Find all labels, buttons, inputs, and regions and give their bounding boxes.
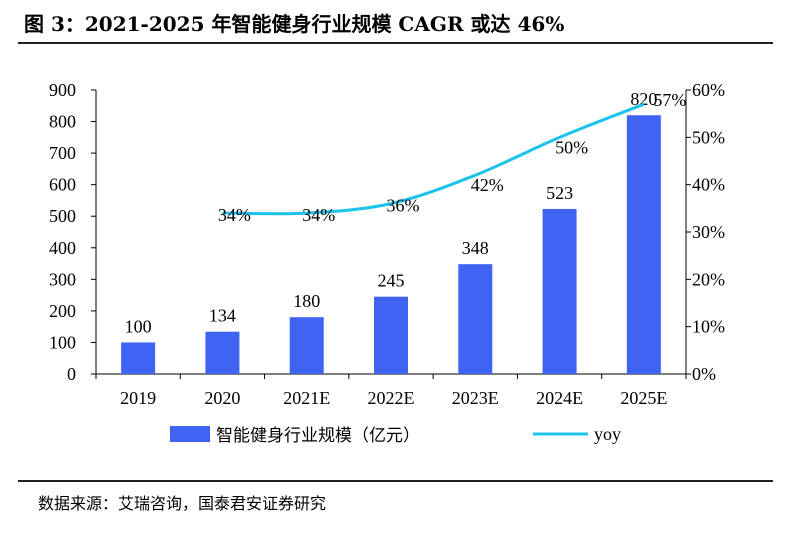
legend-line-label: yoy (594, 424, 621, 444)
left-axis-tick-label: 100 (49, 332, 76, 352)
source-rule (18, 480, 773, 482)
bar-value-label: 245 (378, 271, 405, 291)
x-axis-category-label: 2024E (536, 388, 583, 408)
right-axis-tick-label: 0% (692, 364, 716, 384)
bar-value-label: 523 (546, 183, 573, 203)
figure-title: 图 3：2021-2025 年智能健身行业规模 CAGR 或达 46% (24, 12, 565, 36)
yoy-value-label: 36% (387, 196, 420, 216)
x-axis-category-label: 2025E (620, 388, 667, 408)
right-axis-tick-label: 30% (692, 222, 725, 242)
left-axis-tick-label: 900 (49, 80, 76, 100)
bar (458, 264, 493, 374)
left-axis-tick-label: 200 (49, 301, 76, 321)
left-axis-tick-label: 700 (49, 143, 76, 163)
x-axis-category-label: 2019 (120, 388, 156, 408)
left-axis-tick-label: 400 (49, 238, 76, 258)
bar (626, 115, 661, 374)
right-axis-tick-label: 20% (692, 269, 725, 289)
legend-bar-swatch (170, 426, 210, 442)
legend-bar-label: 智能健身行业规模（亿元） (216, 426, 420, 446)
bar-value-label: 180 (293, 291, 320, 311)
right-axis-tick-label: 40% (692, 175, 725, 195)
right-axis-tick-label: 10% (692, 317, 725, 337)
yoy-line (222, 102, 645, 216)
bar-value-label: 100 (125, 316, 152, 336)
yoy-value-label: 34% (218, 205, 251, 225)
bar-value-label: 348 (462, 238, 489, 258)
source-note: 数据来源：艾瑞咨询，国泰君安证券研究 (38, 494, 327, 513)
left-axis-tick-label: 0 (67, 364, 76, 384)
yoy-value-label: 57% (653, 90, 686, 110)
right-axis-tick-label: 60% (692, 80, 725, 100)
left-axis-tick-label: 800 (49, 112, 76, 132)
bar (205, 331, 240, 374)
yoy-value-label: 50% (555, 137, 588, 157)
bar (289, 317, 324, 374)
title-rule (18, 42, 773, 44)
yoy-value-label: 42% (471, 175, 504, 195)
x-axis-category-label: 2023E (452, 388, 499, 408)
left-axis-tick-label: 500 (49, 206, 76, 226)
bar (121, 342, 156, 374)
bar-value-label: 134 (209, 306, 236, 326)
yoy-value-label: 34% (302, 205, 335, 225)
right-axis-tick-label: 50% (692, 127, 725, 147)
left-axis-tick-label: 300 (49, 269, 76, 289)
left-axis-tick-label: 600 (49, 175, 76, 195)
x-axis-category-label: 2022E (368, 388, 415, 408)
bar (374, 296, 408, 374)
bar-value-label: 820 (630, 89, 657, 109)
x-axis-category-label: 2020 (204, 388, 240, 408)
x-axis-category-label: 2021E (283, 388, 330, 408)
bar (542, 208, 577, 374)
